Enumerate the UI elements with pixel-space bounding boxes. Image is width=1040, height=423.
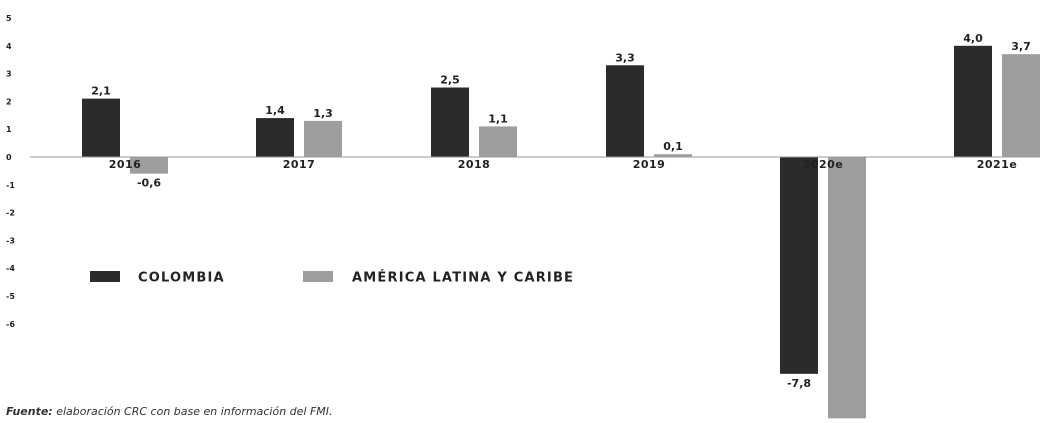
y-tick-label: 2 [6, 97, 12, 106]
data-label: 3,7 [1011, 40, 1031, 53]
data-label: -7,8 [787, 377, 811, 390]
y-tick-label: 5 [6, 14, 12, 23]
y-tick-label: -5 [6, 292, 15, 301]
bar-latam [828, 157, 866, 419]
bar-latam [304, 120, 342, 157]
bar-latam [479, 126, 517, 157]
y-tick-label: -4 [6, 264, 15, 273]
bar-colombia [780, 157, 818, 374]
data-label: 1,4 [265, 104, 285, 117]
source-note: Fuente: elaboración CRC con base en info… [6, 405, 333, 418]
y-tick-label: 0 [6, 153, 12, 162]
category-label: 2018 [458, 158, 491, 171]
category-label: 2017 [283, 158, 316, 171]
bar-colombia [431, 87, 469, 157]
data-label: 4,0 [963, 32, 983, 45]
bar-latam [654, 154, 692, 157]
category-label: 2020e [803, 158, 844, 171]
y-tick-label: -2 [6, 209, 15, 218]
source-label: Fuente: [6, 405, 53, 418]
data-label: -0,6 [137, 177, 161, 190]
legend-swatch-latam [303, 271, 333, 282]
category-label: 2019 [633, 158, 666, 171]
category-label: 2021e [977, 158, 1018, 171]
y-tick-label: -6 [6, 320, 15, 329]
data-label: 2,1 [91, 85, 111, 98]
bar-latam [1002, 54, 1040, 157]
bar-colombia [256, 118, 294, 157]
bar-colombia [606, 65, 644, 157]
data-label: 3,3 [615, 51, 635, 64]
y-tick-label: -3 [6, 236, 15, 245]
source-text: elaboración CRC con base en información … [56, 405, 333, 418]
bar-colombia [954, 45, 992, 157]
data-label: 1,1 [488, 112, 508, 125]
legend-swatch-colombia [90, 271, 120, 282]
data-label: 0,1 [663, 140, 683, 153]
bar-latam [130, 157, 168, 174]
y-tick-label: -1 [6, 181, 15, 190]
y-tick-label: 3 [6, 70, 12, 79]
legend-label-colombia: COLOMBIA [138, 271, 225, 286]
data-label: -9,4 [835, 421, 859, 423]
data-label: 1,3 [313, 107, 333, 120]
category-label: 2016 [109, 158, 142, 171]
data-label: 2,5 [440, 74, 460, 87]
bar-colombia [82, 98, 120, 157]
y-tick-label: 1 [6, 125, 12, 134]
legend-label-latam: AMÉRICA LATINA Y CARIBE [352, 270, 574, 286]
y-tick-label: 4 [6, 42, 12, 51]
